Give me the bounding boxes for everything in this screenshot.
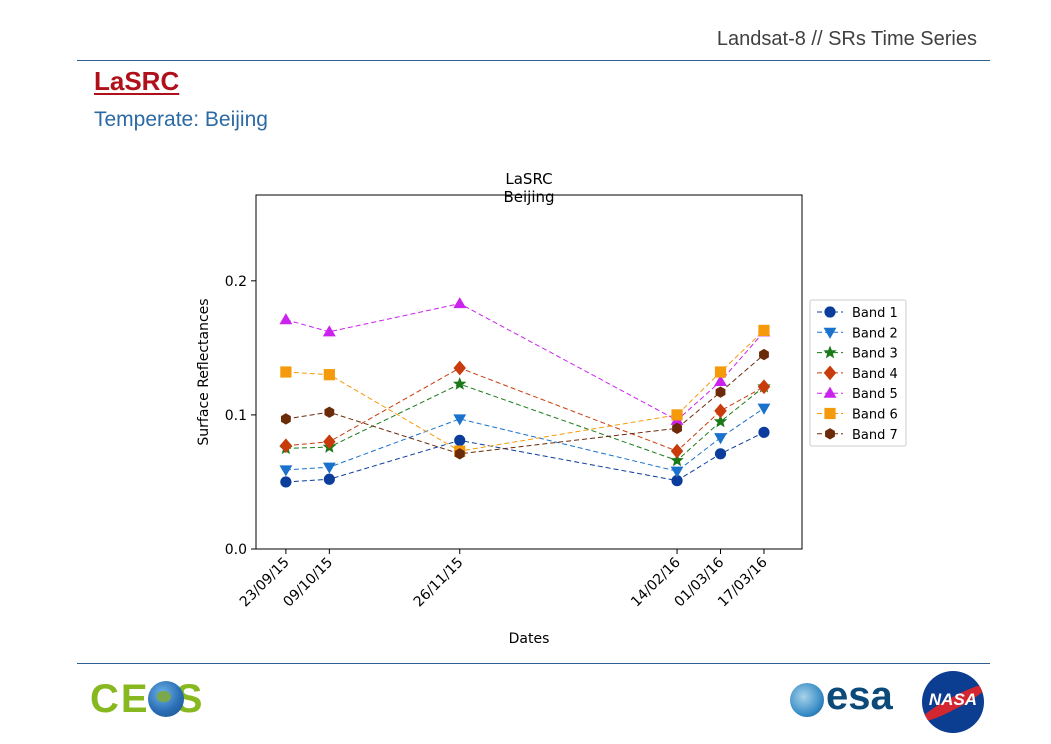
legend-entry: Band 1 [817,306,898,321]
legend-entry: Band 4 [817,365,898,382]
chart-subtitle: Beijing [503,188,554,206]
nasa-logo: NASA [922,671,984,733]
legend-entry: Band 6 [817,408,898,423]
data-point [670,453,684,467]
series-line [285,330,765,452]
series-4 [279,360,771,459]
legend-entry: Band 2 [817,326,898,341]
series-5 [279,297,771,425]
data-point [280,413,291,425]
data-point [323,369,335,381]
series-line [285,383,765,462]
series-1 [280,426,770,488]
legend-marker [824,407,836,420]
data-point [279,465,293,477]
footer-rule [77,663,990,664]
globe-icon [148,681,184,717]
data-point [279,438,293,454]
series-2 [279,403,771,478]
data-point [758,324,770,337]
series-line [285,407,765,472]
data-point [714,433,727,445]
data-point [757,403,771,415]
data-point [453,377,467,390]
legend: Band 1 Band 2 Band 3 Band 4 Band 5 Band 6 Band… [809,299,907,447]
data-point [713,414,728,428]
series-3 [279,377,771,467]
data-point [322,325,336,337]
reflectance-chart: LaSRC Beijing 0.0 0.1 0.2 23/09/1509/10/15… [196,170,907,647]
data-point [454,434,466,446]
data-point [714,448,727,460]
data-point [759,348,769,361]
series-line [285,431,765,483]
data-point [453,360,466,376]
data-point [454,448,465,460]
series-6 [280,324,770,457]
esa-emblem-icon [790,683,824,717]
data-point [670,466,684,478]
legend-marker [824,306,836,318]
data-point [453,297,467,309]
series-line [285,367,765,452]
legend-marker [823,345,837,359]
legend-entry: Band 7 [817,428,898,443]
chart-title: LaSRC [505,170,552,188]
data-point [714,366,727,378]
slide-subtitle: Temperate: Beijing [94,108,268,131]
series-line [285,354,765,455]
x-tick-label: 26/11/15 [411,555,467,611]
data-point [714,403,727,419]
data-point [714,374,727,386]
legend-marker [823,386,837,398]
legend-label: Band 3 [852,347,898,362]
legend-label: Band 5 [852,387,898,402]
legend-marker [825,428,835,440]
legend-marker [823,327,837,339]
y-tick-label: 0.1 [225,408,247,424]
data-point [279,313,293,325]
y-tick-label: 0.2 [225,274,247,290]
data-point [323,434,336,450]
data-point [670,443,684,459]
esa-logo-text: esa [826,674,893,718]
data-point [280,366,292,378]
y-tick-label: 0.0 [225,542,247,558]
slide-title: LaSRC [94,66,180,96]
series-line [285,303,765,421]
legend-label: Band 6 [852,408,898,423]
data-point [280,476,292,488]
x-axis-label: Dates [509,631,550,647]
series-7 [280,348,769,460]
data-point [671,409,683,421]
data-point [715,386,726,398]
legend-label: Band 4 [852,367,898,382]
data-point [323,473,335,485]
series-layer [279,297,771,488]
legend-entry: Band 5 [817,386,898,402]
legend-entry: Band 3 [817,345,898,362]
legend-label: Band 7 [852,428,898,443]
data-point [453,414,467,426]
y-axis-label: Surface Reflectances [196,298,212,445]
plot-frame [255,194,803,550]
data-point [324,406,335,418]
legend-label: Band 2 [852,326,898,341]
data-point [672,422,682,434]
header-rule [77,60,990,61]
legend-label: Band 1 [852,306,898,321]
y-axis: 0.0 0.1 0.2 [225,274,256,558]
slide-header-text: Landsat-8 // SRs Time Series [716,28,977,50]
data-point [322,462,336,474]
data-point [757,379,771,395]
data-point [758,426,770,438]
legend-marker [823,365,837,381]
nasa-logo-text: NASA [928,690,978,709]
